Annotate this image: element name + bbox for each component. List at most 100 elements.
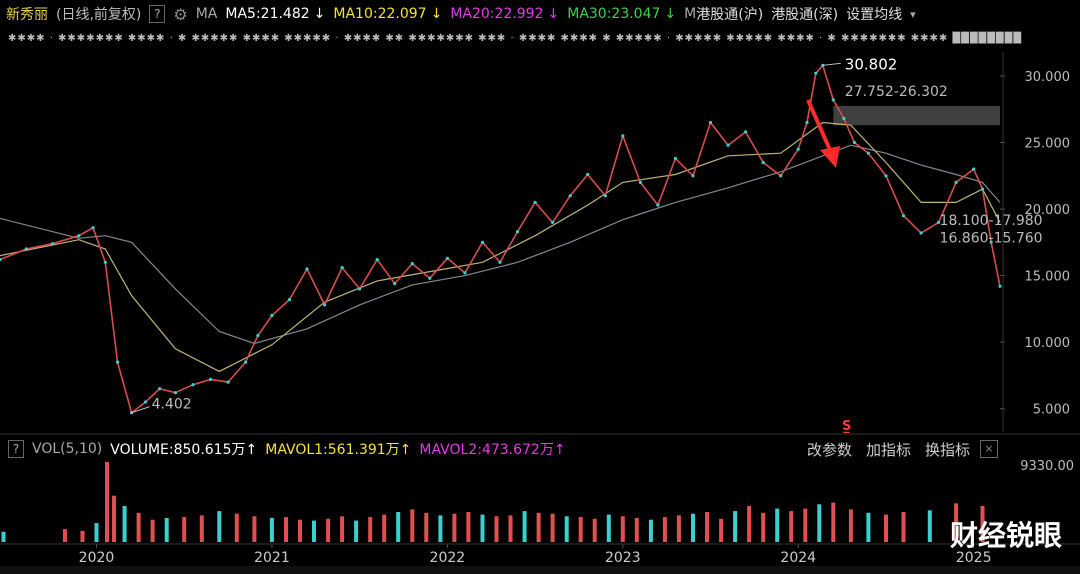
annotation-label: 30.802 xyxy=(845,55,898,73)
x-tick-label: 2022 xyxy=(430,550,466,566)
volume-bar xyxy=(410,509,415,542)
volume-bar xyxy=(648,519,653,542)
price-point xyxy=(954,180,958,184)
add-indicator-button[interactable]: 加指标 xyxy=(865,440,911,459)
moving-average-line-2 xyxy=(0,144,1001,345)
price-point xyxy=(115,360,120,364)
help-icon[interactable]: ? xyxy=(149,5,166,23)
price-point xyxy=(779,174,783,178)
x-tick-label: 2025 xyxy=(956,550,992,566)
volume-bar xyxy=(761,512,766,542)
volume-max-label: 9330.00 xyxy=(1020,459,1074,474)
volume-bar xyxy=(705,512,709,542)
volume-bar xyxy=(789,511,794,542)
price-tick-label: 30.000 xyxy=(1025,70,1071,85)
volume-bar xyxy=(564,516,569,542)
price-point xyxy=(796,147,800,151)
volume-bar xyxy=(424,512,429,542)
price-point xyxy=(463,271,467,275)
red-arrow-icon xyxy=(806,99,840,168)
volume-bar xyxy=(606,514,611,542)
price-point xyxy=(208,377,213,381)
price-point xyxy=(515,230,520,234)
annotation-label: 16.860-15.760 xyxy=(940,230,1043,246)
price-point xyxy=(287,298,292,302)
price-point xyxy=(551,220,555,224)
price-point xyxy=(410,262,414,266)
price-point xyxy=(972,167,976,171)
volume-bar xyxy=(536,512,541,542)
price-point xyxy=(919,231,923,235)
price-point xyxy=(621,134,625,138)
volume-bar xyxy=(354,520,359,542)
edit-params-button[interactable]: 改参数 xyxy=(806,440,852,459)
chevron-down-icon[interactable]: ▾ xyxy=(910,7,916,21)
volume-bar xyxy=(747,506,752,542)
volume-bar xyxy=(298,519,302,542)
price-point xyxy=(852,140,857,145)
volume-bar xyxy=(466,512,471,542)
price-point xyxy=(305,267,309,271)
price-point xyxy=(498,260,502,264)
stock-name[interactable]: 新秀丽 xyxy=(6,7,48,23)
x-tick-label: 2024 xyxy=(780,550,816,566)
ma-label[interactable]: MA xyxy=(195,6,218,22)
volume-bar xyxy=(122,506,127,542)
price-point xyxy=(805,120,809,125)
gear-icon[interactable]: ⚙ xyxy=(173,4,188,24)
volume-bar xyxy=(866,512,871,542)
price-point xyxy=(980,187,985,191)
close-icon[interactable]: × xyxy=(980,440,998,458)
ma-truncated: M xyxy=(684,6,697,22)
link-ma-settings[interactable]: 设置均线 xyxy=(846,7,903,23)
link-sz-connect[interactable]: 港股通(深) xyxy=(771,7,839,23)
volume-bar xyxy=(901,512,906,542)
price-point xyxy=(480,240,485,244)
ma10-value: MA10:22.097 ↓ xyxy=(333,6,443,22)
price-point xyxy=(91,226,95,230)
indicator-buttons: 改参数 加指标 换指标 xyxy=(807,438,970,460)
scrollbar[interactable] xyxy=(0,566,1080,574)
volume-bar xyxy=(578,517,583,542)
volume-bar xyxy=(62,529,67,542)
price-point xyxy=(0,258,2,262)
annotation-label: 18.100-17.980 xyxy=(940,213,1043,229)
price-point xyxy=(445,256,449,260)
price-tick-label: 25.000 xyxy=(1025,137,1071,152)
mavol1-value: MAVOL1:561.391万↑ xyxy=(265,442,412,458)
price-point xyxy=(691,174,695,178)
volume-bar xyxy=(80,530,85,542)
annotation-label: 4.402 xyxy=(152,397,192,413)
switch-indicator-button[interactable]: 换指标 xyxy=(924,440,970,459)
link-sh-connect[interactable]: 港股通(沪) xyxy=(696,7,764,23)
price-point xyxy=(358,287,362,291)
price-tick-label: 15.000 xyxy=(1025,270,1071,285)
price-point xyxy=(51,242,55,246)
volume-bar xyxy=(550,513,555,542)
price-point xyxy=(340,266,344,270)
price-point xyxy=(866,151,871,155)
volume-bar xyxy=(269,518,274,542)
price-point xyxy=(814,71,818,75)
volume-bar xyxy=(848,509,853,542)
price-point xyxy=(533,200,537,204)
price-point xyxy=(270,313,274,318)
watermark: 财经锐眼 xyxy=(949,519,1062,552)
ma30-value: MA30:23.047 ↓ xyxy=(567,6,677,22)
price-point xyxy=(884,174,888,178)
price-point xyxy=(191,383,195,387)
volume-bar xyxy=(150,519,155,542)
volume-bar xyxy=(980,506,985,542)
volume-bar xyxy=(368,517,373,542)
help-icon[interactable]: ? xyxy=(8,440,24,458)
volume-bar xyxy=(775,508,780,542)
volume-bar xyxy=(691,513,695,542)
volume-bar xyxy=(508,515,513,542)
mavol2-value: MAVOL2:473.672万↑ xyxy=(419,442,566,458)
price-point xyxy=(708,120,713,125)
volume-bar xyxy=(831,502,836,542)
price-point xyxy=(244,360,248,364)
volume-bar xyxy=(199,515,204,542)
volume-bar xyxy=(217,511,222,542)
